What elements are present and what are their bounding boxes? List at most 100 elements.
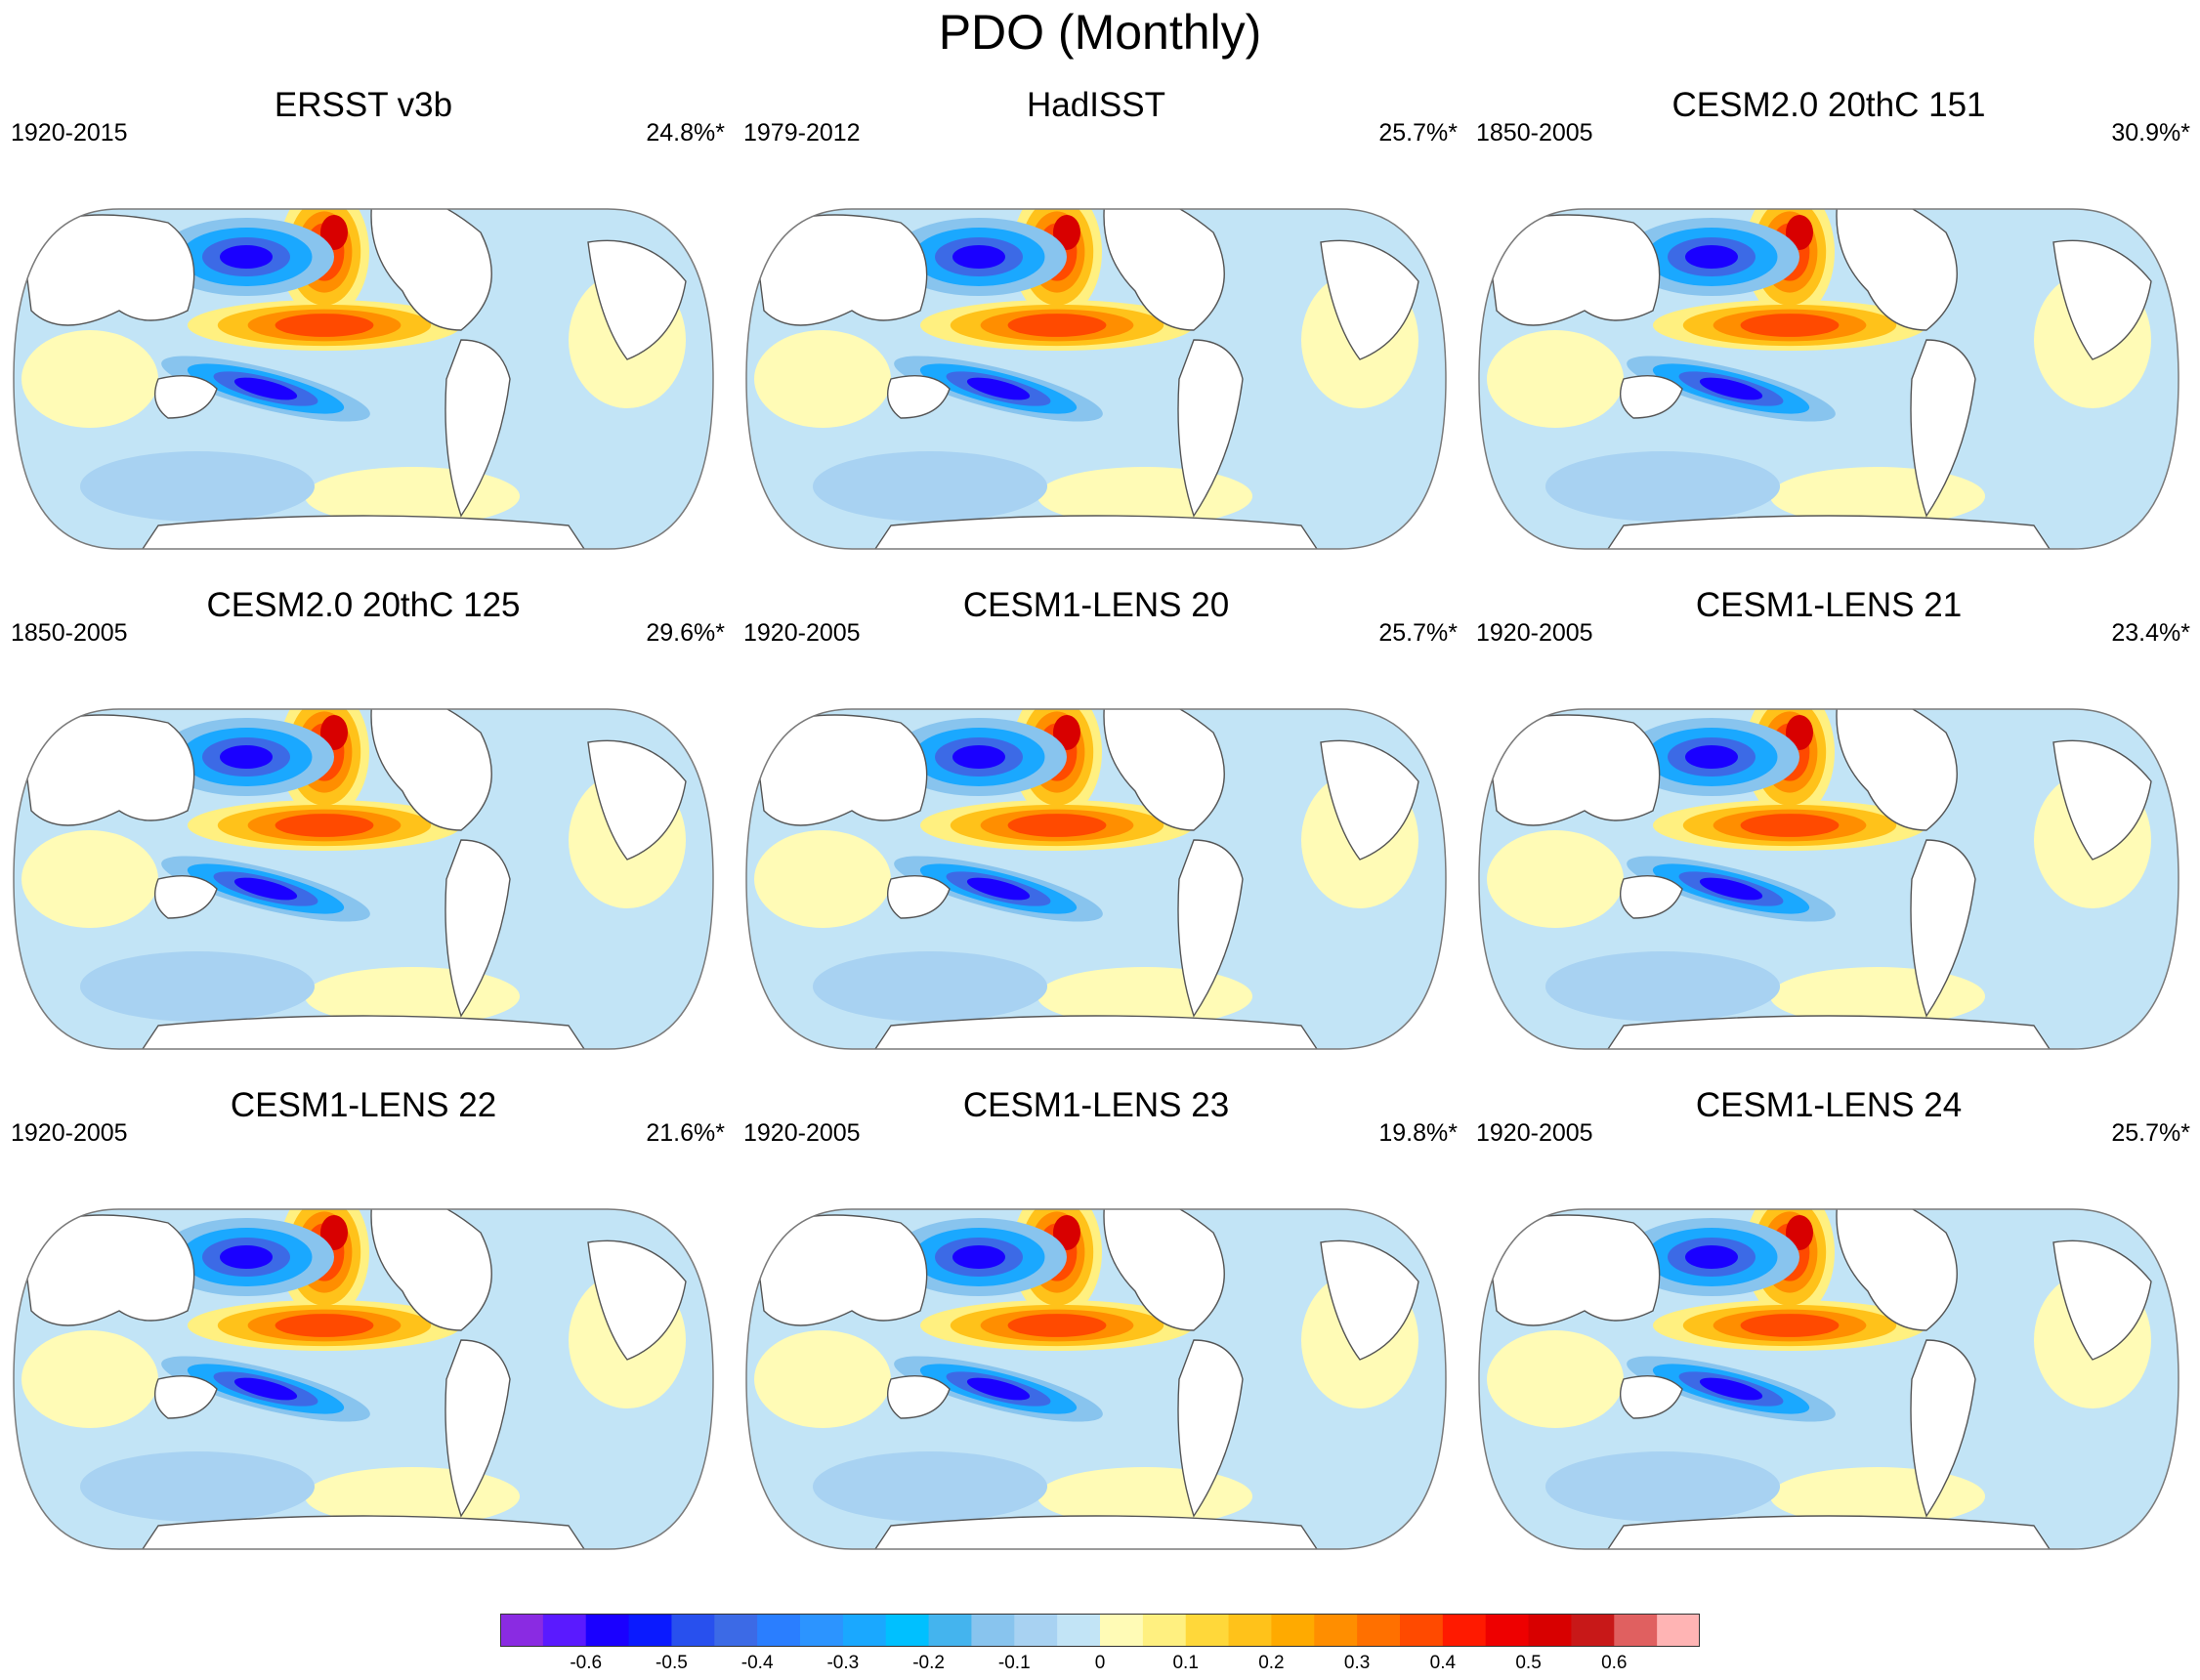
colorbar-tick-label: 0.6 [1601,1653,1628,1673]
land-mass [1486,1214,1661,1326]
colorbar-swatch [714,1614,758,1647]
land-mass [137,515,590,549]
panel-title: CESM2.0 20thC 151 [1671,86,1986,124]
land-mass [1320,239,1419,360]
land-mass [869,1015,1323,1049]
panel-variance: 21.6%* [646,1119,725,1147]
south-pacific-cold-band [233,877,298,901]
panel-years: 1920-2005 [743,1119,861,1147]
land-mass [753,714,928,826]
map-panel: CESM1-LENS 23 1920-2005 19.8%* [735,1086,1458,1586]
map-panel: CESM2.0 20thC 151 1850-2005 30.9%* [1467,86,2190,586]
land-mass [1620,1374,1683,1419]
colorbar-swatch [1100,1614,1144,1647]
indian-ocean-anomaly [1487,1330,1624,1428]
land-mass [21,714,195,826]
colorbar-swatch [1571,1614,1615,1647]
map-panel: CESM1-LENS 20 1920-2005 25.7%* [735,586,1458,1086]
panel-years: 1920-2005 [1476,619,1593,647]
north-pacific-cold-pool [1685,1245,1738,1269]
north-pacific-cold-pool [952,1245,1005,1269]
indian-ocean-anomaly [754,830,891,928]
north-pacific-cold-pool [1685,245,1738,269]
pdo-regression-map [1478,208,2179,550]
colorbar-swatch [1314,1614,1358,1647]
colorbar-swatch [1057,1614,1101,1647]
globe-outline [13,208,714,550]
colorbar-tick-label: 0.2 [1258,1653,1285,1673]
land-mass [1320,1239,1419,1361]
colorbar-swatch [542,1614,587,1647]
colorbar-tick-label: -0.1 [997,1653,1031,1673]
panel-variance: 29.6%* [646,619,725,647]
land-mass [1177,839,1244,1018]
indian-ocean-anomaly [754,1330,891,1428]
colorbar-swatch [628,1614,672,1647]
land-mass [887,1374,951,1419]
warm-core [1053,715,1080,750]
panel-years: 1920-2005 [1476,1119,1593,1147]
warm-core [320,1215,348,1250]
panel-title: CESM2.0 20thC 125 [206,586,521,624]
south-pacific-cold-band [233,1377,298,1401]
land-mass [370,209,492,331]
land-mass [444,339,511,518]
panel-title: CESM1-LENS 23 [962,1086,1230,1124]
land-mass [587,739,687,861]
land-mass [444,1339,511,1518]
south-pacific-cool [1545,451,1780,522]
land-mass [154,874,218,919]
land-mass [753,1214,928,1326]
land-mass [1103,209,1225,331]
land-mass [370,1209,492,1331]
south-pacific-cool [1545,1451,1780,1522]
globe-outline [13,1208,714,1550]
equatorial-warm-tongue [275,814,374,837]
south-pacific-cold-band [966,877,1031,901]
land-mass [1910,339,1976,518]
colorbar-tick-label: 0.3 [1343,1653,1371,1673]
map-panel: CESM2.0 20thC 125 1850-2005 29.6%* [2,586,725,1086]
south-pacific-cool [813,451,1047,522]
colorbar-tick-label: -0.4 [740,1653,774,1673]
panel-variance: 25.7%* [1378,619,1458,647]
south-pacific-cool [80,451,315,522]
land-mass [1620,874,1683,919]
land-mass [887,374,951,419]
land-mass [1910,1339,1976,1518]
warm-core [1786,215,1813,250]
land-mass [21,214,195,326]
land-mass [137,1515,590,1549]
warm-core [320,715,348,750]
colorbar-swatch [585,1614,630,1647]
pdo-regression-map [1478,708,2179,1050]
globe-outline [745,208,1447,550]
land-mass [1836,709,1958,831]
south-pacific-cold-band [233,377,298,400]
colorbar-swatch [1228,1614,1272,1647]
pdo-regression-map [745,1208,1447,1550]
colorbar-tick-label: -0.5 [656,1653,688,1673]
land-mass [753,214,928,326]
pdo-regression-map [745,708,1447,1050]
north-pacific-cold-pool [220,745,273,769]
equatorial-warm-tongue [1007,1314,1107,1337]
panel-title: HadISST [1027,86,1165,124]
land-mass [587,1239,687,1361]
south-pacific-cold-band [966,1377,1031,1401]
south-pacific-cold-band [966,377,1031,400]
land-mass [1177,339,1244,518]
indian-ocean-anomaly [21,1330,158,1428]
indian-ocean-anomaly [1487,330,1624,428]
panel-years: 1850-2005 [1476,119,1593,147]
pdo-regression-map [745,208,1447,550]
colorbar-swatch [1614,1614,1658,1647]
panel-variance: 24.8%* [646,119,725,147]
equatorial-warm-tongue [1740,314,1840,337]
map-panel: CESM1-LENS 22 1920-2005 21.6%* [2,1086,725,1586]
pdo-regression-map [13,208,714,550]
globe-outline [13,708,714,1050]
globe-outline [1478,208,2179,550]
land-mass [444,839,511,1018]
colorbar-swatch [842,1614,887,1647]
